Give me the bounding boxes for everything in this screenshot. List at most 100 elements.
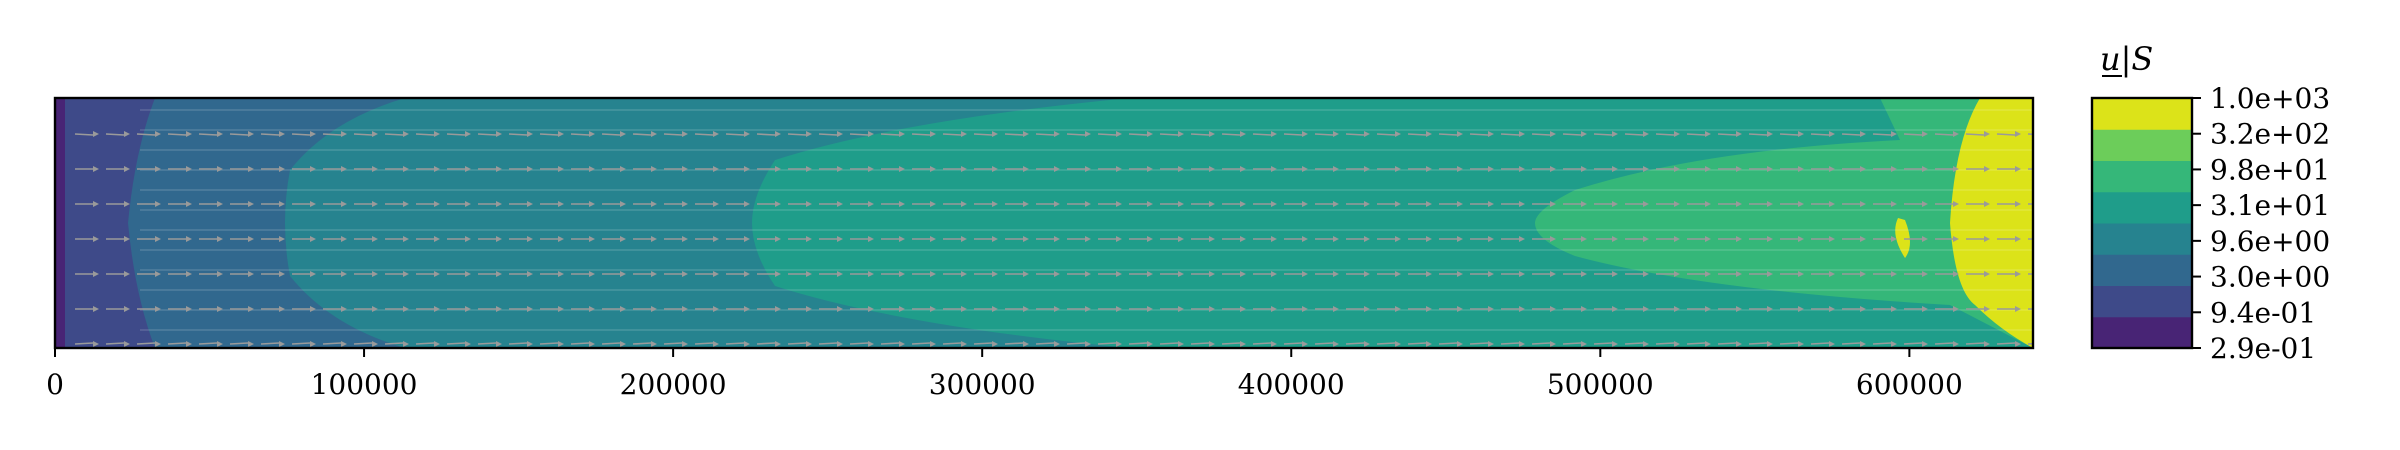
velocity-arrow — [323, 166, 347, 172]
velocity-arrow — [1408, 271, 1432, 277]
velocity-arrow — [1562, 131, 1587, 137]
velocity-arrow — [1625, 201, 1649, 207]
velocity-arrow — [1935, 271, 1959, 277]
velocity-arrow — [1283, 341, 1308, 347]
velocity-arrow — [509, 271, 533, 277]
velocity-arrow — [1438, 131, 1463, 137]
velocity-arrow — [756, 341, 781, 347]
velocity-arrow — [1377, 306, 1401, 312]
velocity-arrow — [1129, 271, 1153, 277]
velocity-arrow — [1687, 271, 1711, 277]
velocity-arrow — [539, 341, 564, 347]
velocity-arrow — [230, 271, 254, 277]
velocity-arrow — [1253, 201, 1277, 207]
velocity-arrow — [1935, 201, 1959, 207]
velocity-arrow — [1439, 166, 1463, 172]
velocity-arrow — [1253, 166, 1277, 172]
velocity-arrow — [850, 306, 874, 312]
velocity-arrow — [1315, 236, 1339, 242]
velocity-arrow — [291, 341, 316, 347]
velocity-arrow — [1934, 341, 1959, 347]
velocity-arrow — [1004, 131, 1029, 137]
velocity-arrow — [726, 166, 750, 172]
velocity-arrow — [819, 166, 843, 172]
velocity-arrow — [1656, 271, 1680, 277]
velocity-arrow — [602, 306, 626, 312]
velocity-arrow — [1067, 271, 1091, 277]
velocity-arrow — [725, 131, 750, 137]
colorbar-tick-label: 3.2e+02 — [2210, 118, 2330, 151]
velocity-arrow — [385, 166, 409, 172]
velocity-arrow — [943, 201, 967, 207]
plot-frame — [53, 96, 2035, 350]
velocity-arrow — [1469, 131, 1494, 137]
velocity-arrow — [1284, 201, 1308, 207]
velocity-arrow — [416, 166, 440, 172]
velocity-arrow — [1036, 166, 1060, 172]
velocity-arrow — [633, 201, 657, 207]
velocity-arrow — [1593, 131, 1618, 137]
velocity-arrow — [539, 131, 564, 137]
velocity-arrow — [1191, 201, 1215, 207]
velocity-arrow — [168, 166, 192, 172]
velocity-arrow — [105, 131, 130, 137]
velocity-arrow — [1625, 166, 1649, 172]
colorbar-frame — [2090, 96, 2194, 350]
velocity-arrow — [1594, 306, 1618, 312]
velocity-arrow — [1470, 236, 1494, 242]
velocity-arrow — [787, 341, 812, 347]
velocity-arrow — [385, 236, 409, 242]
velocity-arrow — [261, 306, 285, 312]
velocity-arrow — [385, 201, 409, 207]
velocity-arrow — [385, 306, 409, 312]
velocity-arrow — [1284, 236, 1308, 242]
velocity-arrow — [1532, 306, 1556, 312]
velocity-arrow — [1501, 236, 1525, 242]
velocity-arrow — [136, 131, 161, 137]
velocity-arrow — [1253, 306, 1277, 312]
velocity-arrow — [756, 131, 781, 137]
velocity-arrow — [322, 131, 347, 137]
velocity-arrow — [1562, 341, 1587, 347]
velocity-arrow — [323, 306, 347, 312]
velocity-arrow — [260, 341, 285, 347]
velocity-arrow — [973, 131, 998, 137]
velocity-arrow — [292, 166, 316, 172]
velocity-arrow — [478, 166, 502, 172]
velocity-arrow — [1470, 271, 1494, 277]
velocity-arrow — [1780, 271, 1804, 277]
velocity-arrow — [602, 271, 626, 277]
velocity-arrow — [1500, 131, 1525, 137]
velocity-arrow — [1686, 131, 1711, 137]
velocity-arrow — [1129, 166, 1153, 172]
velocity-arrow — [2028, 308, 2033, 310]
velocity-arrow — [167, 341, 192, 347]
velocity-arrow — [694, 341, 719, 347]
velocity-arrow — [1005, 306, 1029, 312]
velocity-arrow — [602, 166, 626, 172]
velocity-arrow — [1501, 166, 1525, 172]
velocity-arrow — [1377, 271, 1401, 277]
colorbar-band — [2092, 285, 2192, 318]
velocity-arrow — [1966, 271, 1990, 277]
velocity-arrow — [1873, 271, 1897, 277]
velocity-arrow — [1718, 306, 1742, 312]
velocity-arrow — [261, 271, 285, 277]
velocity-arrow — [664, 271, 688, 277]
velocity-arrow — [1005, 201, 1029, 207]
velocity-arrow — [663, 341, 688, 347]
velocity-arrow — [1749, 201, 1773, 207]
velocity-arrow — [1346, 201, 1370, 207]
velocity-arrow — [229, 341, 254, 347]
velocity-arrow — [880, 131, 905, 137]
velocity-arrow — [1996, 341, 2021, 347]
velocity-arrow — [415, 341, 440, 347]
velocity-arrow — [1842, 236, 1866, 242]
velocity-arrow — [1439, 236, 1463, 242]
velocity-arrow — [757, 201, 781, 207]
velocity-arrow — [1439, 306, 1463, 312]
velocity-arrow — [292, 236, 316, 242]
velocity-arrow — [1904, 306, 1928, 312]
velocity-arrow — [447, 271, 471, 277]
